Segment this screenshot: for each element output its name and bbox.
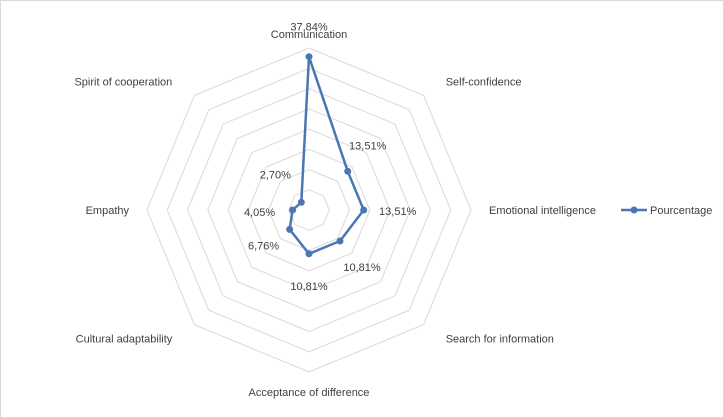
- data-labels: 37,84% 13,51% 13,51% 10,81% 10,81% 6,76% 4,05%…: [244, 22, 417, 293]
- data-point-empathy: [289, 206, 297, 214]
- data-point-cultural-adaptability: [286, 225, 294, 233]
- data-label-cultural-adaptability: 6,76%: [248, 240, 279, 252]
- axis-label-communication: Communication: [271, 29, 347, 41]
- data-label-empathy: 4,05%: [244, 207, 275, 219]
- legend-point-marker: [630, 206, 638, 214]
- axis-label-cultural-adaptability: Cultural adaptability: [76, 334, 173, 346]
- data-label-acceptance-of-difference: 10,81%: [290, 281, 328, 293]
- data-point-spirit-of-cooperation: [297, 198, 305, 206]
- axis-label-empathy: Empathy: [86, 205, 130, 217]
- grid-ring-4: [227, 128, 391, 292]
- grid-ring-3: [247, 148, 371, 272]
- grid: [146, 47, 472, 373]
- data-label-search-for-information: 10,81%: [343, 262, 381, 274]
- grid-ring-8: [146, 47, 472, 373]
- axis-label-emotional-intelligence: Emotional intelligence: [489, 205, 596, 217]
- series: [286, 53, 368, 258]
- data-label-emotional-intelligence: 13,51%: [379, 206, 417, 218]
- grid-ring-6: [186, 87, 432, 333]
- grid-ring-2: [267, 168, 351, 252]
- data-label-self-confidence: 13,51%: [349, 140, 387, 152]
- axis-labels: Communication Self-confidence Emotional in…: [74, 29, 596, 399]
- data-label-communication: 37,84%: [290, 22, 328, 34]
- data-point-search-for-information: [336, 237, 344, 245]
- grid-ring-7: [166, 67, 452, 353]
- data-point-communication: [305, 53, 313, 61]
- axis-label-self-confidence: Self-confidence: [446, 76, 522, 88]
- legend: Pourcentage: [621, 205, 712, 217]
- data-point-self-confidence: [344, 167, 352, 175]
- legend-label: Pourcentage: [650, 205, 712, 217]
- data-label-spirit-of-cooperation: 2,70%: [260, 169, 291, 181]
- axis-label-search-for-information: Search for information: [446, 334, 554, 346]
- grid-ring-5: [207, 108, 411, 312]
- data-point-acceptance-of-difference: [305, 250, 313, 258]
- axis-label-spirit-of-cooperation: Spirit of cooperation: [74, 76, 172, 88]
- grid-ring-1: [288, 189, 330, 231]
- axis-label-acceptance-of-difference: Acceptance of difference: [249, 387, 370, 399]
- data-point-emotional-intelligence: [360, 206, 368, 214]
